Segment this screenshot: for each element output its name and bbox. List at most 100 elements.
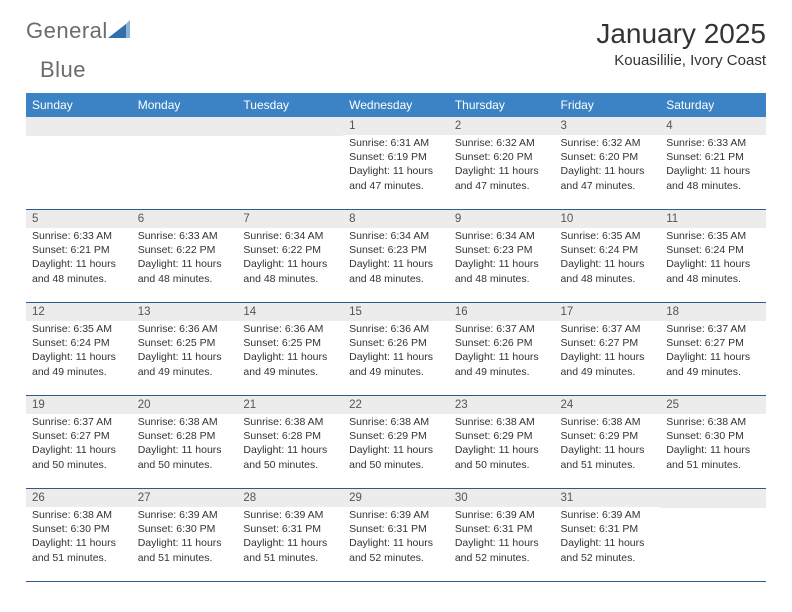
- title-block: January 2025 Kouasililie, Ivory Coast: [596, 18, 766, 69]
- day-cell: 9Sunrise: 6:34 AMSunset: 6:23 PMDaylight…: [449, 210, 555, 303]
- day-cell: [132, 117, 238, 210]
- detail-line: Daylight: 11 hours and 52 minutes.: [561, 536, 655, 564]
- day-number: 27: [132, 489, 238, 507]
- detail-line: Sunset: 6:31 PM: [243, 522, 337, 536]
- day-cell: 10Sunrise: 6:35 AMSunset: 6:24 PMDayligh…: [555, 210, 661, 303]
- day-header: Monday: [132, 93, 238, 117]
- detail-line: Sunset: 6:28 PM: [243, 429, 337, 443]
- day-cell: 18Sunrise: 6:37 AMSunset: 6:27 PMDayligh…: [660, 303, 766, 396]
- detail-line: Daylight: 11 hours and 50 minutes.: [455, 443, 549, 471]
- day-number: [660, 489, 766, 508]
- detail-line: Daylight: 11 hours and 52 minutes.: [455, 536, 549, 564]
- detail-line: Sunrise: 6:32 AM: [561, 136, 655, 150]
- detail-line: Sunrise: 6:37 AM: [561, 322, 655, 336]
- detail-line: Daylight: 11 hours and 47 minutes.: [455, 164, 549, 192]
- detail-line: Sunrise: 6:39 AM: [138, 508, 232, 522]
- detail-line: Sunrise: 6:33 AM: [32, 229, 126, 243]
- day-cell: [237, 117, 343, 210]
- day-details: Sunrise: 6:37 AMSunset: 6:27 PMDaylight:…: [555, 321, 661, 383]
- detail-line: Daylight: 11 hours and 48 minutes.: [455, 257, 549, 285]
- day-number: 10: [555, 210, 661, 228]
- detail-line: Sunset: 6:24 PM: [666, 243, 760, 257]
- detail-line: Sunrise: 6:38 AM: [666, 415, 760, 429]
- detail-line: Daylight: 11 hours and 51 minutes.: [32, 536, 126, 564]
- day-details: Sunrise: 6:34 AMSunset: 6:22 PMDaylight:…: [237, 228, 343, 290]
- day-cell: 16Sunrise: 6:37 AMSunset: 6:26 PMDayligh…: [449, 303, 555, 396]
- brand-text-1: General: [26, 18, 108, 44]
- day-cell: 25Sunrise: 6:38 AMSunset: 6:30 PMDayligh…: [660, 396, 766, 489]
- detail-line: Sunrise: 6:35 AM: [561, 229, 655, 243]
- detail-line: Sunrise: 6:38 AM: [32, 508, 126, 522]
- day-cell: 8Sunrise: 6:34 AMSunset: 6:23 PMDaylight…: [343, 210, 449, 303]
- day-cell: 29Sunrise: 6:39 AMSunset: 6:31 PMDayligh…: [343, 489, 449, 582]
- day-cell: 13Sunrise: 6:36 AMSunset: 6:25 PMDayligh…: [132, 303, 238, 396]
- detail-line: Sunrise: 6:37 AM: [666, 322, 760, 336]
- day-cell: 14Sunrise: 6:36 AMSunset: 6:25 PMDayligh…: [237, 303, 343, 396]
- day-details: Sunrise: 6:37 AMSunset: 6:27 PMDaylight:…: [26, 414, 132, 476]
- day-cell: 17Sunrise: 6:37 AMSunset: 6:27 PMDayligh…: [555, 303, 661, 396]
- week-row: 12Sunrise: 6:35 AMSunset: 6:24 PMDayligh…: [26, 303, 766, 396]
- detail-line: Sunrise: 6:38 AM: [138, 415, 232, 429]
- day-number: 13: [132, 303, 238, 321]
- day-cell: 22Sunrise: 6:38 AMSunset: 6:29 PMDayligh…: [343, 396, 449, 489]
- detail-line: Sunset: 6:24 PM: [32, 336, 126, 350]
- day-number: 12: [26, 303, 132, 321]
- day-cell: 5Sunrise: 6:33 AMSunset: 6:21 PMDaylight…: [26, 210, 132, 303]
- week-row: 5Sunrise: 6:33 AMSunset: 6:21 PMDaylight…: [26, 210, 766, 303]
- day-number: 20: [132, 396, 238, 414]
- day-header: Tuesday: [237, 93, 343, 117]
- day-details: Sunrise: 6:38 AMSunset: 6:29 PMDaylight:…: [555, 414, 661, 476]
- detail-line: Daylight: 11 hours and 50 minutes.: [32, 443, 126, 471]
- detail-line: Sunset: 6:28 PM: [138, 429, 232, 443]
- day-number: [26, 117, 132, 136]
- day-cell: 24Sunrise: 6:38 AMSunset: 6:29 PMDayligh…: [555, 396, 661, 489]
- day-number: 31: [555, 489, 661, 507]
- day-cell: [660, 489, 766, 582]
- day-details: Sunrise: 6:37 AMSunset: 6:26 PMDaylight:…: [449, 321, 555, 383]
- detail-line: Sunset: 6:27 PM: [561, 336, 655, 350]
- day-cell: 7Sunrise: 6:34 AMSunset: 6:22 PMDaylight…: [237, 210, 343, 303]
- detail-line: Daylight: 11 hours and 48 minutes.: [561, 257, 655, 285]
- detail-line: Sunrise: 6:36 AM: [349, 322, 443, 336]
- day-details: [132, 136, 238, 201]
- calendar-page: General January 2025 Kouasililie, Ivory …: [0, 0, 792, 602]
- detail-line: Sunset: 6:27 PM: [32, 429, 126, 443]
- detail-line: Sunset: 6:30 PM: [32, 522, 126, 536]
- detail-line: Sunrise: 6:31 AM: [349, 136, 443, 150]
- calendar-body: 1Sunrise: 6:31 AMSunset: 6:19 PMDaylight…: [26, 117, 766, 582]
- day-header: Saturday: [660, 93, 766, 117]
- detail-line: Sunset: 6:23 PM: [349, 243, 443, 257]
- detail-line: Daylight: 11 hours and 50 minutes.: [243, 443, 337, 471]
- detail-line: Sunrise: 6:38 AM: [455, 415, 549, 429]
- day-number: 3: [555, 117, 661, 135]
- day-number: 8: [343, 210, 449, 228]
- detail-line: Sunset: 6:20 PM: [455, 150, 549, 164]
- day-details: Sunrise: 6:39 AMSunset: 6:31 PMDaylight:…: [237, 507, 343, 569]
- detail-line: Daylight: 11 hours and 47 minutes.: [349, 164, 443, 192]
- detail-line: Sunset: 6:23 PM: [455, 243, 549, 257]
- detail-line: Sunrise: 6:35 AM: [666, 229, 760, 243]
- day-cell: 1Sunrise: 6:31 AMSunset: 6:19 PMDaylight…: [343, 117, 449, 210]
- day-details: Sunrise: 6:39 AMSunset: 6:31 PMDaylight:…: [449, 507, 555, 569]
- day-number: 26: [26, 489, 132, 507]
- day-cell: 3Sunrise: 6:32 AMSunset: 6:20 PMDaylight…: [555, 117, 661, 210]
- calendar-table: SundayMondayTuesdayWednesdayThursdayFrid…: [26, 93, 766, 582]
- detail-line: Sunrise: 6:32 AM: [455, 136, 549, 150]
- day-details: Sunrise: 6:38 AMSunset: 6:28 PMDaylight:…: [132, 414, 238, 476]
- day-details: Sunrise: 6:31 AMSunset: 6:19 PMDaylight:…: [343, 135, 449, 197]
- day-details: Sunrise: 6:38 AMSunset: 6:29 PMDaylight:…: [343, 414, 449, 476]
- detail-line: Daylight: 11 hours and 49 minutes.: [138, 350, 232, 378]
- day-details: Sunrise: 6:33 AMSunset: 6:21 PMDaylight:…: [660, 135, 766, 197]
- day-cell: 21Sunrise: 6:38 AMSunset: 6:28 PMDayligh…: [237, 396, 343, 489]
- month-title: January 2025: [596, 18, 766, 50]
- detail-line: Daylight: 11 hours and 49 minutes.: [32, 350, 126, 378]
- day-details: Sunrise: 6:34 AMSunset: 6:23 PMDaylight:…: [343, 228, 449, 290]
- detail-line: Daylight: 11 hours and 48 minutes.: [243, 257, 337, 285]
- day-number: 2: [449, 117, 555, 135]
- day-details: Sunrise: 6:39 AMSunset: 6:31 PMDaylight:…: [555, 507, 661, 569]
- detail-line: Sunrise: 6:34 AM: [243, 229, 337, 243]
- detail-line: Sunrise: 6:35 AM: [32, 322, 126, 336]
- day-details: Sunrise: 6:34 AMSunset: 6:23 PMDaylight:…: [449, 228, 555, 290]
- detail-line: Sunset: 6:29 PM: [349, 429, 443, 443]
- detail-line: Daylight: 11 hours and 51 minutes.: [243, 536, 337, 564]
